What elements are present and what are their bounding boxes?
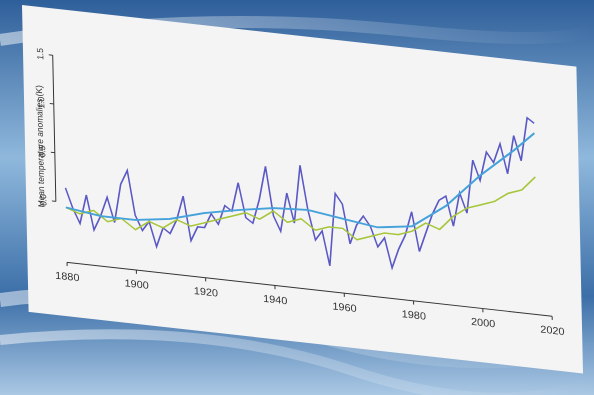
page: Mean temperature anomalies (K) 0.00.51.0… bbox=[0, 0, 594, 395]
scene: Mean temperature anomalies (K) 0.00.51.0… bbox=[0, 0, 594, 395]
y-tick-label: 1.0 bbox=[36, 96, 47, 109]
y-tick-label: 1.5 bbox=[35, 47, 46, 60]
chart-panel: Mean temperature anomalies (K) 0.00.51.0… bbox=[22, 5, 583, 374]
y-tick-label: 0.0 bbox=[38, 193, 49, 206]
panel-bg bbox=[22, 5, 583, 374]
y-tick-label: 0.5 bbox=[37, 145, 48, 158]
